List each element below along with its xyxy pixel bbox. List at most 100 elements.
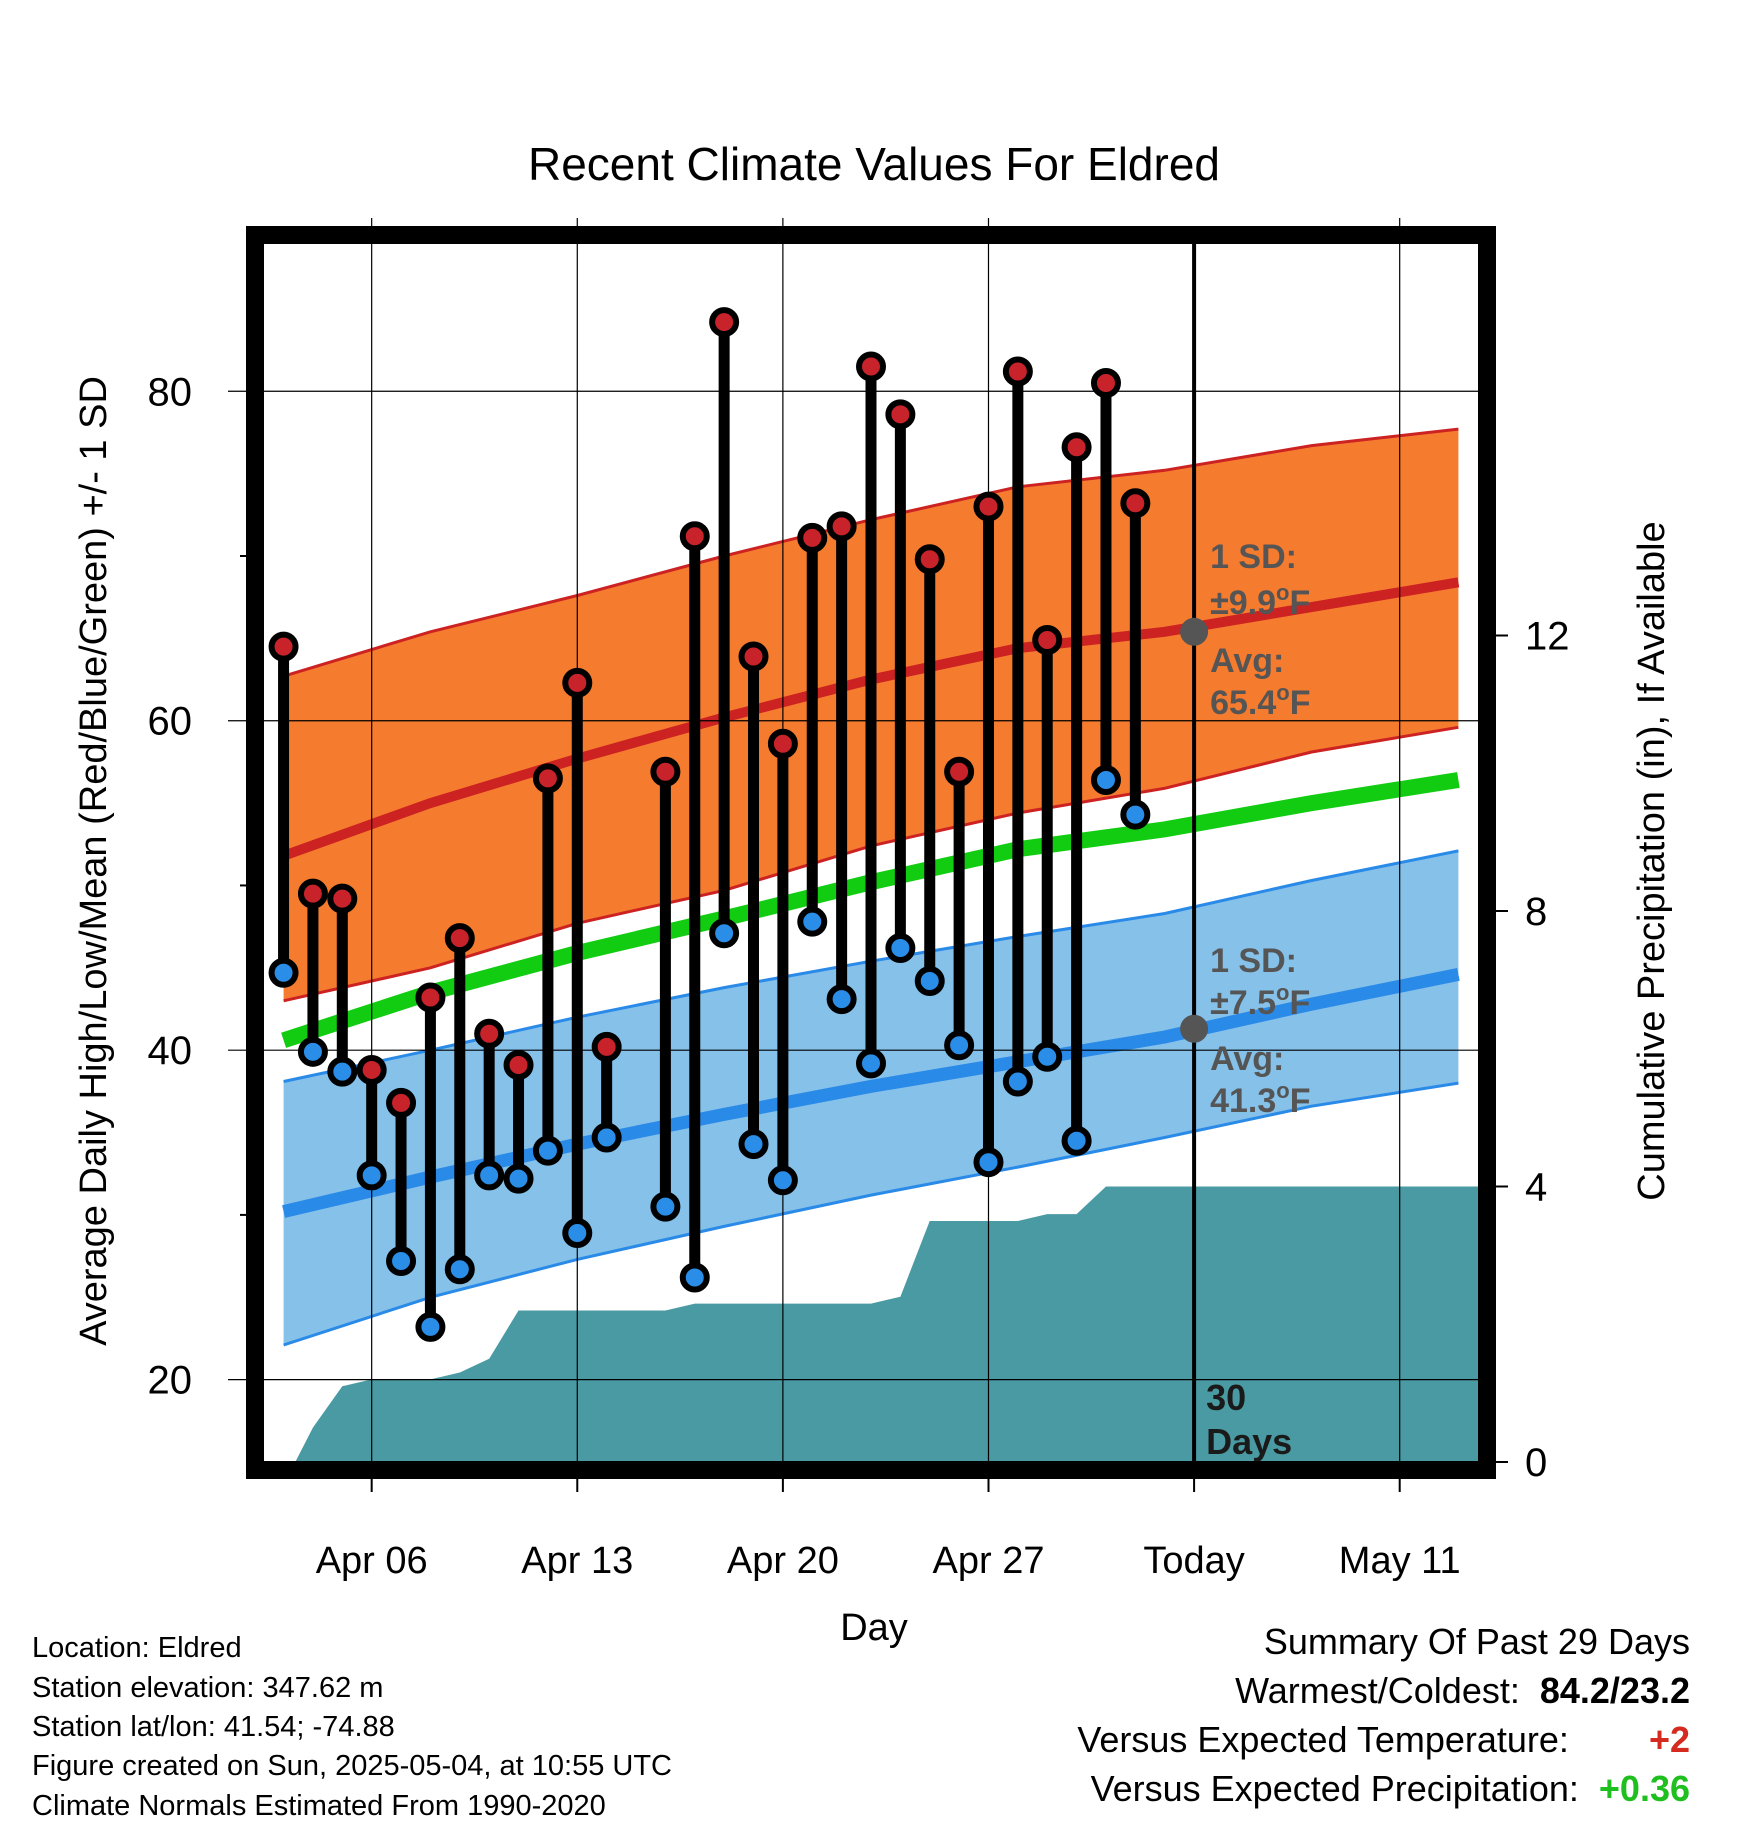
obs-low-point [709, 918, 740, 949]
obs-low-point [885, 933, 916, 964]
low-sd-unit: F [1289, 984, 1310, 1022]
obs-low-point [1120, 799, 1151, 830]
footer-normals: Climate Normals Estimated From 1990-2020 [32, 1790, 606, 1822]
summary-temp-label: Versus Expected Temperature: [1077, 1719, 1569, 1760]
high-sd-degree: o [1276, 580, 1289, 605]
x-tick-label: May 11 [1339, 1540, 1461, 1582]
obs-high-point [973, 491, 1004, 522]
obs-low-point [1061, 1125, 1092, 1156]
obs-high-point [297, 878, 328, 909]
precip-area [295, 1186, 1479, 1462]
days-count-label: 30 [1206, 1377, 1246, 1418]
high-sd-label: 1 SD: [1210, 538, 1297, 576]
obs-high-point [1120, 488, 1151, 519]
summary-warmest-label: Warmest/Coldest: [1235, 1670, 1520, 1711]
y2-tick-label: 4 [1525, 1166, 1547, 1210]
obs-high-point [826, 511, 857, 542]
x-axis-label: Day [840, 1607, 908, 1649]
obs-high-point [767, 728, 798, 759]
summary-precip: Versus Expected Precipitation: +0.36 [1091, 1769, 1690, 1809]
high-sd-unit: F [1289, 584, 1310, 622]
obs-low-point [826, 984, 857, 1015]
obs-high-point [914, 544, 945, 575]
obs-low-point [1090, 765, 1121, 796]
obs-low-point [944, 1030, 975, 1061]
today-low-normal-dot [1180, 1014, 1209, 1043]
obs-low-point [1002, 1066, 1033, 1097]
summary-warmest: Warmest/Coldest: 84.2/23.2 [1235, 1671, 1690, 1711]
obs-low-point [591, 1122, 622, 1153]
obs-low-point [856, 1048, 886, 1079]
summary-temp-value: +2 [1648, 1719, 1690, 1760]
obs-high-point [268, 631, 299, 662]
obs-high-point [797, 522, 828, 553]
low-avg-value: 41.3oF [1210, 1078, 1310, 1120]
obs-high-point [1061, 432, 1092, 463]
obs-low-point [327, 1056, 358, 1087]
obs-high-point [386, 1087, 417, 1118]
obs-low-point [503, 1163, 534, 1194]
obs-low-point [297, 1036, 328, 1067]
obs-high-point [1032, 624, 1063, 655]
obs-high-point [415, 982, 446, 1013]
obs-low-point [386, 1246, 417, 1277]
obs-high-point [356, 1054, 387, 1085]
low-avg-degree: o [1276, 1078, 1289, 1103]
obs-high-point [738, 641, 769, 672]
obs-low-point [356, 1160, 387, 1191]
obs-low-point [268, 957, 299, 988]
low-sd-value: ±7.5oF [1210, 980, 1310, 1022]
y2-axis-label: Cumulative Precipitation (in), If Availa… [1631, 521, 1673, 1200]
obs-low-point [973, 1147, 1004, 1178]
obs-high-point [532, 763, 563, 794]
y-tick-label: 20 [148, 1359, 193, 1403]
plot-frame [246, 226, 1496, 1479]
today-high-normal-dot [1180, 617, 1209, 646]
footer-created: Figure created on Sun, 2025-05-04, at 10… [32, 1750, 672, 1782]
y-axis-label: Average Daily High/Low/Mean (Red/Blue/Gr… [73, 376, 115, 1346]
summary-precip-value: +0.36 [1598, 1768, 1690, 1809]
x-tick-label: Apr 27 [933, 1540, 1045, 1582]
obs-high-point [503, 1050, 534, 1081]
high-avg-value: 65.4oF [1210, 680, 1310, 722]
x-tick-label: Today [1143, 1540, 1244, 1582]
obs-high-point [1002, 356, 1033, 387]
footer-location: Location: Eldred [32, 1632, 242, 1664]
obs-low-point [415, 1311, 446, 1342]
low-avg-label: Avg: [1210, 1040, 1284, 1078]
x-tick-label: Apr 13 [521, 1540, 633, 1582]
obs-low-point [738, 1129, 769, 1160]
footer-elevation: Station elevation: 347.62 m [32, 1672, 384, 1704]
high-avg-label: Avg: [1210, 642, 1284, 680]
obs-high-point [679, 521, 710, 552]
obs-high-point [1090, 368, 1121, 399]
footer-latlon: Station lat/lon: 41.54; -74.88 [32, 1711, 395, 1743]
low-sd-label: 1 SD: [1210, 942, 1297, 980]
summary-temp: Versus Expected Temperature: +2 [1077, 1720, 1690, 1760]
high-avg-unit: F [1290, 684, 1311, 722]
chart-title: Recent Climate Values For Eldred [528, 138, 1220, 190]
obs-low-point [562, 1218, 593, 1249]
y-tick-label: 80 [148, 370, 193, 414]
obs-high-point [650, 756, 681, 787]
low-avg-unit: F [1290, 1082, 1311, 1120]
obs-high-point [885, 399, 916, 430]
y-tick-label: 40 [148, 1029, 193, 1073]
x-tick-label: Apr 20 [727, 1540, 839, 1582]
days-unit-label: Days [1206, 1421, 1292, 1462]
y2-tick-label: 0 [1525, 1441, 1547, 1485]
obs-low-point [797, 906, 828, 937]
summary-title: Summary Of Past 29 Days [1263, 1621, 1690, 1662]
obs-low-point [1032, 1041, 1063, 1072]
summary-precip-label: Versus Expected Precipitation: [1090, 1768, 1579, 1809]
obs-high-point [474, 1018, 505, 1049]
obs-high-point [944, 756, 975, 787]
obs-high-point [444, 923, 475, 954]
high-avg-degree: o [1276, 680, 1289, 705]
x-tick-label: Apr 06 [316, 1540, 428, 1582]
obs-low-point [767, 1165, 798, 1196]
obs-low-point [650, 1191, 681, 1222]
low-sd-lower-line [283, 1081, 1459, 1347]
y-tick-label: 60 [148, 700, 193, 744]
